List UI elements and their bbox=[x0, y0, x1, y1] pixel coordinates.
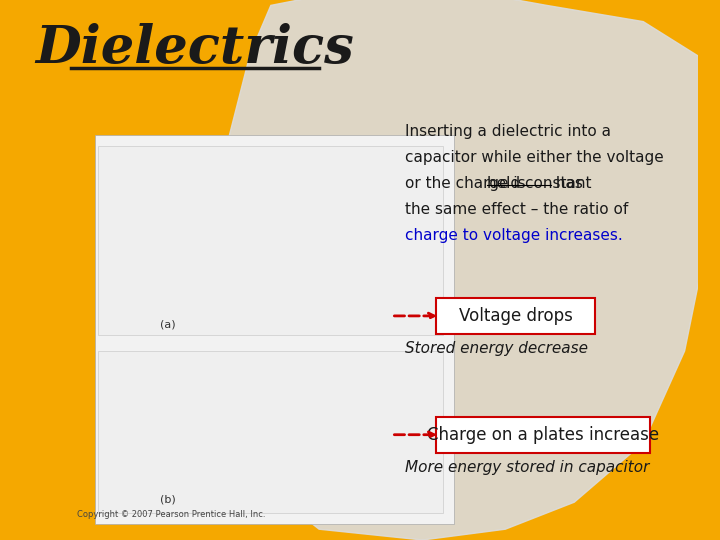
Text: Charge on a plates increase: Charge on a plates increase bbox=[427, 426, 660, 444]
Polygon shape bbox=[202, 0, 712, 540]
Text: Stored energy decrease: Stored energy decrease bbox=[405, 341, 588, 356]
FancyBboxPatch shape bbox=[99, 351, 444, 513]
FancyBboxPatch shape bbox=[436, 298, 595, 334]
Text: More energy stored in capacitor: More energy stored in capacitor bbox=[405, 460, 649, 475]
Text: (b): (b) bbox=[160, 495, 175, 505]
Text: (a): (a) bbox=[160, 319, 175, 329]
Text: Copyright © 2007 Pearson Prentice Hall, Inc.: Copyright © 2007 Pearson Prentice Hall, … bbox=[76, 510, 265, 519]
Text: the same effect – the ratio of: the same effect – the ratio of bbox=[405, 202, 629, 217]
Text: Voltage drops: Voltage drops bbox=[459, 307, 572, 325]
Text: held constant: held constant bbox=[487, 176, 591, 191]
Text: has: has bbox=[551, 176, 582, 191]
FancyBboxPatch shape bbox=[436, 417, 650, 453]
Text: Inserting a dielectric into a: Inserting a dielectric into a bbox=[405, 124, 611, 139]
FancyBboxPatch shape bbox=[95, 135, 454, 524]
Text: or the charge is: or the charge is bbox=[405, 176, 531, 191]
Text: Dielectrics: Dielectrics bbox=[35, 23, 354, 74]
FancyBboxPatch shape bbox=[99, 146, 444, 335]
Text: capacitor while either the voltage: capacitor while either the voltage bbox=[405, 150, 664, 165]
Text: charge to voltage increases.: charge to voltage increases. bbox=[405, 228, 623, 243]
